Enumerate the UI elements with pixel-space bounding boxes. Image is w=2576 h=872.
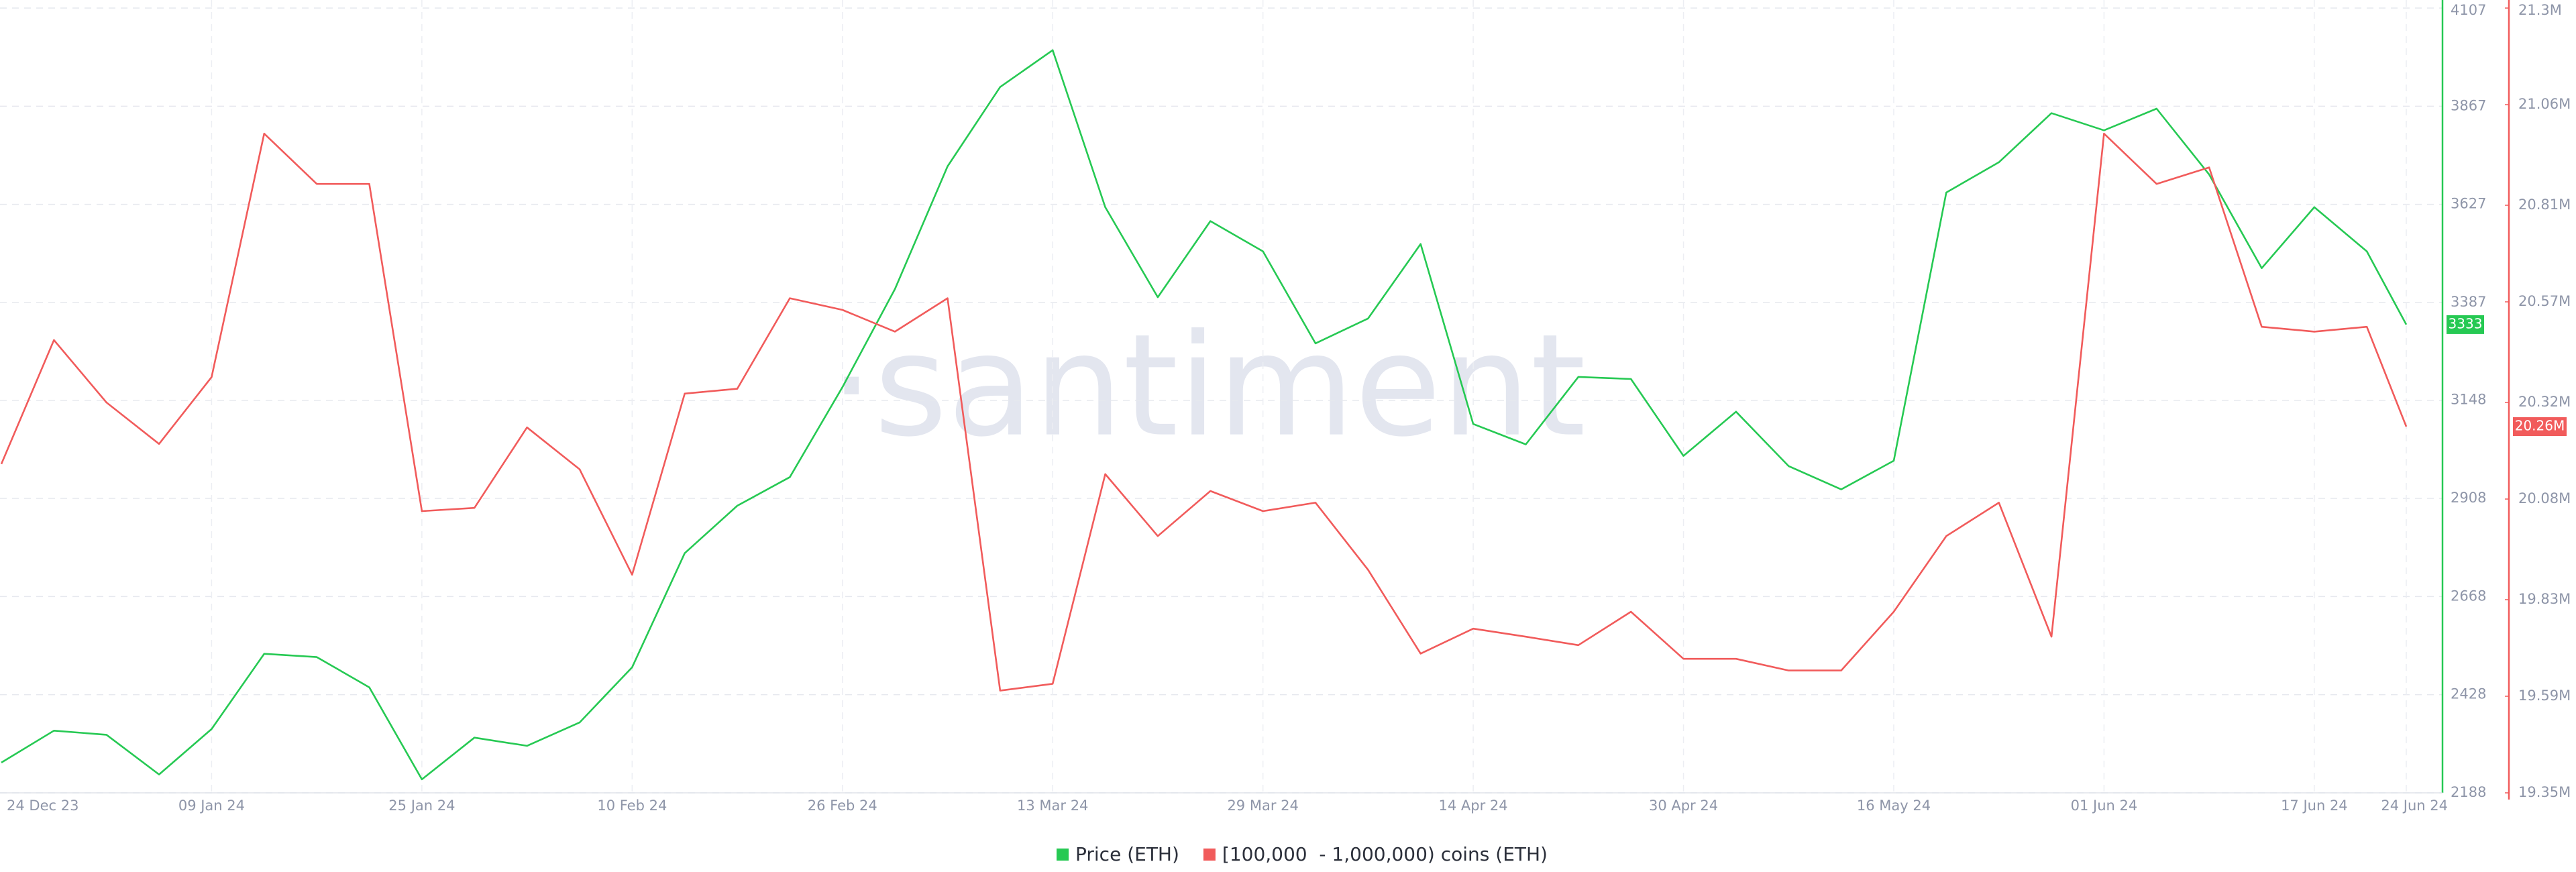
legend: Price (ETH) [100,000 - 1,000,000) coins (… — [1057, 843, 1548, 865]
y-tick-label: 3148 — [2451, 392, 2486, 408]
x-tick-label: 30 Apr 24 — [1649, 798, 1718, 814]
x-tick-label: 14 Apr 24 — [1439, 798, 1508, 814]
x-tick-label: 09 Jan 24 — [178, 798, 245, 814]
y-tick-label: 2428 — [2451, 686, 2486, 702]
x-tick-label: 26 Feb 24 — [808, 798, 877, 814]
y-tick-label: 2908 — [2451, 490, 2486, 506]
x-tick-label: 10 Feb 24 — [597, 798, 667, 814]
last-value-badge — [2447, 315, 2484, 334]
legend-label: Price (ETH) — [1075, 843, 1179, 865]
x-tick-label: 24 Jun 24 — [2381, 798, 2448, 814]
legend-label: [100,000 - 1,000,000) coins (ETH) — [1222, 843, 1548, 865]
y2-tick-label: 20.81M — [2518, 197, 2571, 213]
watermark: ·santiment — [829, 304, 1586, 468]
legend-swatch — [1203, 849, 1216, 861]
y-tick-label: 3387 — [2451, 294, 2486, 310]
last-value-label: 20.26M — [2515, 418, 2565, 434]
y-tick-label: 2188 — [2451, 784, 2486, 800]
x-tick-label: 25 Jan 24 — [388, 798, 455, 814]
x-tick-label: 16 May 24 — [1857, 798, 1931, 814]
x-tick-label: 29 Mar 24 — [1227, 798, 1298, 814]
y2-tick-label: 21.3M — [2518, 2, 2562, 18]
y2-tick-label: 20.32M — [2518, 394, 2571, 410]
y-tick-label: 2668 — [2451, 588, 2486, 604]
last-value-label: 3333 — [2449, 315, 2483, 331]
legend-swatch — [1057, 849, 1069, 861]
y2-tick-label: 19.59M — [2518, 688, 2571, 704]
y2-tick-label: 20.57M — [2518, 293, 2571, 309]
y-tick-label: 4107 — [2451, 2, 2486, 18]
last-value-badge — [2513, 417, 2567, 436]
series-line — [1, 49, 2408, 781]
y2-tick-label: 19.35M — [2518, 784, 2571, 800]
y2-tick-label: 21.06M — [2518, 96, 2571, 112]
y2-tick-label: 19.83M — [2518, 591, 2571, 607]
x-tick-label: 24 Dec 23 — [7, 798, 78, 814]
x-tick-label: 01 Jun 24 — [2071, 798, 2138, 814]
x-tick-label: 13 Mar 24 — [1017, 798, 1088, 814]
y2-tick-label: 20.08M — [2518, 490, 2571, 506]
x-tick-label: 17 Jun 24 — [2281, 798, 2348, 814]
y-tick-label: 3867 — [2451, 97, 2486, 113]
series-line — [0, 132, 2408, 692]
y-tick-label: 3627 — [2451, 196, 2486, 212]
